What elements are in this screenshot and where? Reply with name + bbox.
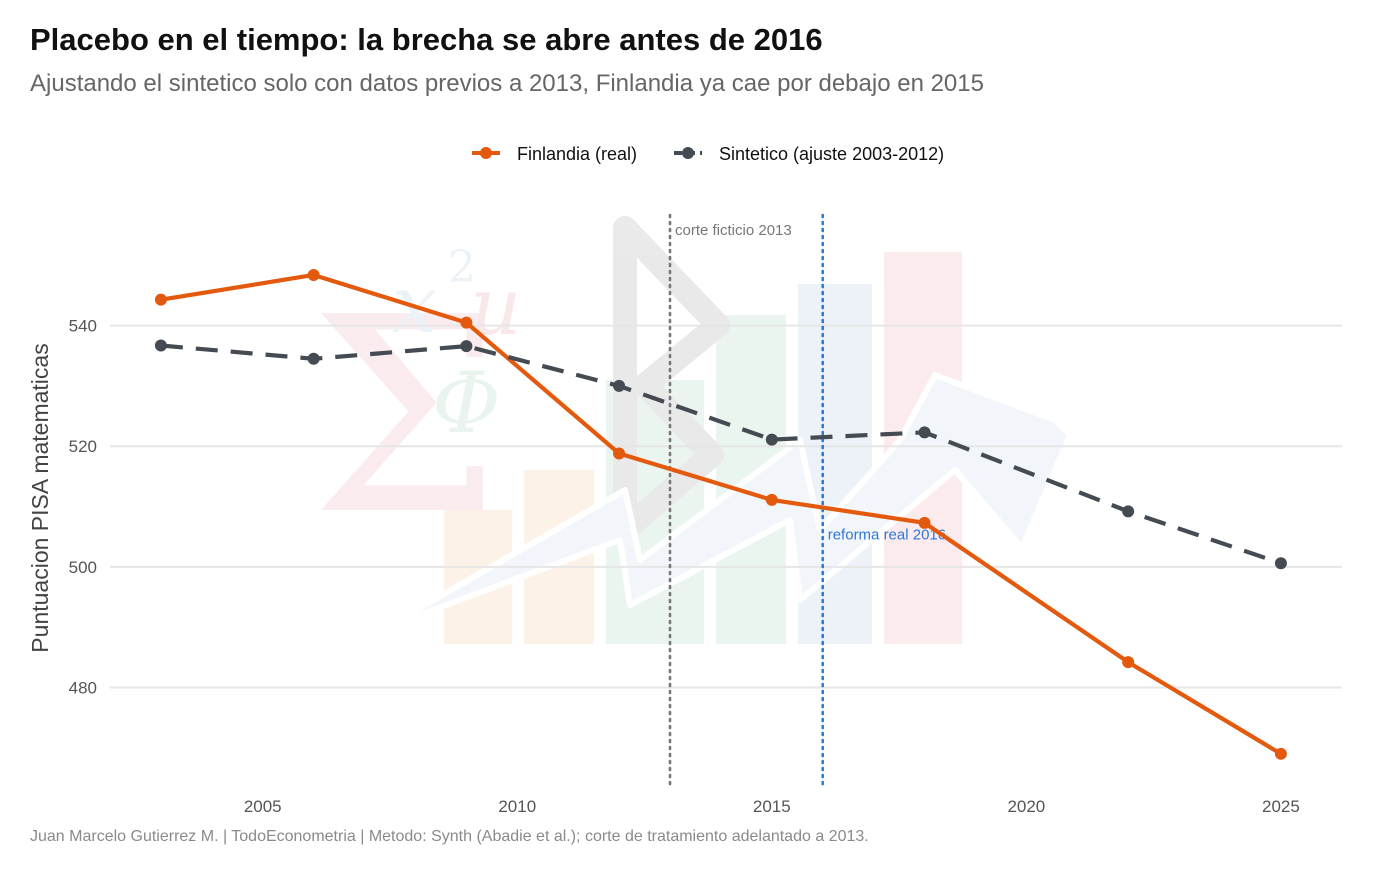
svg-text:Φ: Φ	[432, 354, 501, 452]
series-0-point-2012	[613, 447, 626, 460]
series-0-point-2006	[307, 268, 320, 281]
legend: Finlandia (real) Sintetico (ajuste 2003-2…	[472, 144, 944, 164]
legend-key-dot-1	[682, 147, 694, 159]
y-tick-label-500: 500	[69, 558, 97, 577]
series-0-point-2009	[460, 316, 473, 329]
series-1-point-2012	[613, 379, 626, 392]
series-1-point-2025	[1274, 557, 1287, 570]
series-1-point-2022	[1122, 505, 1135, 518]
grid-lines	[110, 324, 1342, 689]
series-0-point-2025	[1274, 747, 1287, 760]
series-0-point-2003	[154, 293, 167, 306]
series-1-point-2018	[918, 426, 931, 439]
svg-text:u: u	[470, 260, 522, 353]
y-tick-label-520: 520	[69, 437, 97, 456]
chart-caption: Juan Marcelo Gutierrez M. | TodoEconomet…	[30, 828, 869, 845]
legend-label-0: Finlandia (real)	[517, 144, 637, 164]
x-tick-label-2015: 2015	[753, 797, 791, 816]
y-tick-label-540: 540	[69, 317, 97, 336]
series-1-point-2003	[154, 339, 167, 352]
watermark-logo: Σ x 2 u Φ	[310, 216, 1073, 644]
y-axis-ticks: 480 500 520 540	[69, 317, 97, 698]
svg-text:2: 2	[448, 242, 476, 293]
x-tick-label-2025: 2025	[1262, 797, 1300, 816]
series-line-0	[160, 272, 1282, 756]
series-line-1	[160, 343, 1282, 566]
series-0-point-2015	[765, 493, 778, 506]
chart-title: Placebo en el tiempo: la brecha se abre …	[30, 22, 823, 57]
series-0-point-2022	[1122, 656, 1135, 669]
chart-subtitle: Ajustando el sintetico solo con datos pr…	[30, 70, 984, 97]
x-tick-label-2010: 2010	[498, 797, 536, 816]
x-tick-label-2020: 2020	[1007, 797, 1045, 816]
series-1-point-2015	[765, 433, 778, 446]
x-axis-ticks: 2005 2010 2015 2020 2025	[244, 797, 1300, 816]
legend-key-dot-0	[480, 147, 492, 159]
vline-label-2013: corte ficticio 2013	[675, 222, 792, 239]
series-1-point-2009	[460, 340, 473, 353]
series-1-point-2006	[307, 352, 320, 365]
y-tick-label-480: 480	[69, 678, 97, 697]
vline-label-2016: reforma real 2016	[828, 527, 946, 544]
series-layer	[154, 268, 1287, 760]
series-0-point-2018	[918, 516, 931, 529]
x-tick-label-2005: 2005	[244, 797, 282, 816]
legend-label-1: Sintetico (ajuste 2003-2012)	[719, 144, 944, 164]
y-axis-label: Puntuacion PISA matematicas	[27, 343, 53, 652]
reference-lines: corte ficticio 2013 reforma real 2016	[668, 213, 946, 788]
